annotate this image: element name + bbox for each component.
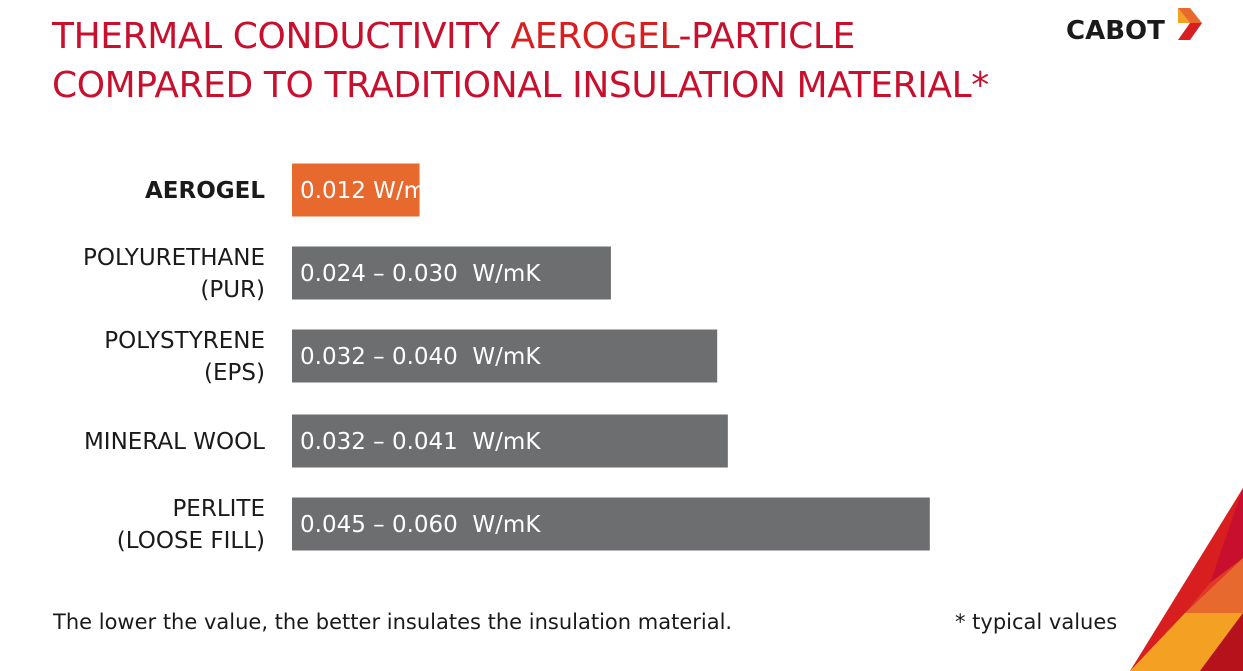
footnote-explanation: The lower the value, the better insulate… [53, 610, 733, 634]
bar-2 [292, 329, 718, 383]
category-label-4-line-1: (LOOSE FILL) [117, 528, 265, 554]
bar-value-label-2: 0.032 – 0.040 W/mK [300, 344, 541, 370]
cabot-chevron-logo-icon [1178, 8, 1202, 40]
bar-4 [292, 497, 930, 551]
logo-text: CABOT [1066, 16, 1165, 46]
category-label-2-line-0: POLYSTYRENE [104, 328, 265, 354]
decorative-triangle-graphic [1130, 488, 1243, 671]
bar-value-label-3: 0.032 – 0.041 W/mK [300, 429, 541, 455]
footnote-typical-values: * typical values [955, 610, 1118, 634]
title-prefix: THERMAL CONDUCTIVITY [52, 16, 511, 57]
category-label-4-line-0: PERLITE [172, 496, 265, 522]
page-title: THERMAL CONDUCTIVITY AEROGEL-PARTICLE CO… [52, 12, 1052, 110]
bar-3 [292, 414, 728, 468]
bar-0 [292, 163, 420, 217]
category-label-1-line-0: POLYURETHANE [83, 245, 265, 271]
title-highlight: AEROGEL [510, 16, 679, 57]
category-label-1-line-1: (PUR) [200, 277, 265, 303]
bar-value-label-0: 0.012 W/mK [300, 178, 442, 204]
category-label-0-line-0: AEROGEL [145, 178, 265, 204]
brand-logo: CABOT [1066, 6, 1206, 50]
title-line-2: COMPARED TO TRADITIONAL INSULATION MATER… [52, 65, 989, 106]
bar-value-label-4: 0.045 – 0.060 W/mK [300, 512, 541, 538]
title-suffix: -PARTICLE [678, 16, 856, 57]
category-label-2-line-1: (EPS) [204, 360, 265, 386]
category-label-3-line-0: MINERAL WOOL [84, 429, 265, 455]
title-line-1: THERMAL CONDUCTIVITY AEROGEL-PARTICLE [52, 12, 1052, 61]
bar-value-label-1: 0.024 – 0.030 W/mK [300, 261, 541, 287]
bar-1 [292, 246, 611, 300]
bars-group: 0.012 W/mK AEROGEL 0.024 – 0.030 W/mK POLYU… [83, 163, 930, 554]
